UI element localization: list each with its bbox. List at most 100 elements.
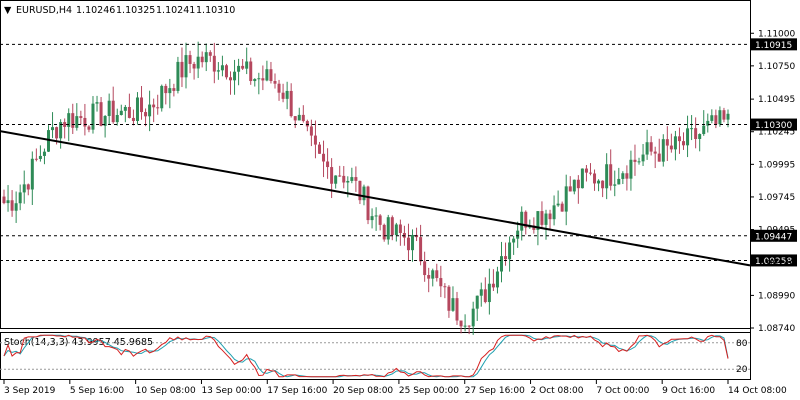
candle-body xyxy=(386,217,390,240)
y-tick-label: 1.10495 xyxy=(758,95,795,105)
header-open: 1.10246 xyxy=(76,5,115,16)
level-label: 1.09447 xyxy=(755,232,792,242)
header-close: 1.10310 xyxy=(196,5,235,16)
candle-body xyxy=(690,128,694,130)
x-tick-label: 2 Oct 08:00 xyxy=(531,386,584,396)
candle-body xyxy=(188,55,192,64)
candle-body xyxy=(176,61,180,91)
candle-body xyxy=(467,325,471,327)
candle-body xyxy=(180,61,184,78)
candle-body xyxy=(593,173,597,184)
candle-body xyxy=(358,180,362,201)
main-chart-frame xyxy=(0,0,751,329)
candle-body xyxy=(714,115,718,125)
candle-body xyxy=(200,56,204,63)
candle-body xyxy=(362,186,366,201)
candle-body xyxy=(326,161,330,168)
candle-body xyxy=(621,173,625,179)
stoch-level-label: 80 xyxy=(736,339,748,349)
candle-body xyxy=(374,215,378,217)
candle-body xyxy=(208,52,212,56)
candle-body xyxy=(382,224,386,240)
candle-body xyxy=(447,286,451,311)
candle-body xyxy=(305,121,309,127)
candle-body xyxy=(297,114,301,121)
candle-body xyxy=(584,168,588,173)
y-tick-label: 1.09745 xyxy=(758,193,795,203)
trendline-layer xyxy=(0,130,751,267)
candle-body xyxy=(269,69,273,82)
candle-body xyxy=(471,308,475,327)
candle-body xyxy=(346,180,350,183)
candle-body xyxy=(677,136,681,142)
candle-body xyxy=(148,104,152,117)
candle-body xyxy=(686,128,690,146)
candle-body xyxy=(309,126,313,136)
trendline[interactable] xyxy=(0,130,751,267)
candle-body xyxy=(46,130,50,152)
candle-body xyxy=(160,85,164,109)
y-tick-label: 1.08990 xyxy=(758,291,795,301)
candle-body xyxy=(718,110,722,125)
candle-body xyxy=(192,63,196,69)
candle-body xyxy=(605,164,609,189)
y-axis: 1.11000 1.10750 1.10495 1.10245 1.09995 1.097… xyxy=(750,29,795,334)
candle-body xyxy=(625,173,629,179)
candle-body xyxy=(249,61,253,82)
candle-body xyxy=(390,217,394,236)
candle-body xyxy=(6,200,10,204)
candle-body xyxy=(406,237,410,251)
candle-body xyxy=(702,125,706,135)
candle-body xyxy=(451,298,455,311)
candle-body xyxy=(265,69,269,81)
candle-body xyxy=(342,175,346,183)
candle-body xyxy=(229,77,233,81)
candle-body xyxy=(568,186,572,192)
candle-body xyxy=(131,117,135,121)
candle-body xyxy=(508,242,512,260)
candle-body xyxy=(463,325,467,327)
candle-body xyxy=(313,135,317,145)
header-arrow-icon[interactable]: ▼ xyxy=(4,5,12,16)
levels-layer: 1.10915 1.10300 1.09447 1.09258 xyxy=(0,38,797,267)
candle-body xyxy=(483,289,487,303)
candle-body xyxy=(354,177,358,181)
candle-body xyxy=(661,139,665,162)
candle-body xyxy=(560,203,564,212)
candle-body xyxy=(322,153,326,162)
candle-body xyxy=(629,159,633,179)
candle-body xyxy=(669,145,673,150)
candle-body xyxy=(597,180,601,184)
candle-body xyxy=(14,203,18,211)
level-label-bg xyxy=(751,38,797,51)
candle-body xyxy=(293,116,297,121)
candle-body xyxy=(572,179,576,192)
candle-body xyxy=(722,110,726,120)
stoch-main-line xyxy=(3,334,729,378)
candle-body xyxy=(257,78,261,80)
candle-body xyxy=(366,186,370,221)
candle-body xyxy=(710,115,714,121)
candle-body xyxy=(277,83,281,93)
candle-body xyxy=(172,88,176,91)
candle-body xyxy=(370,216,374,221)
candle-body xyxy=(564,186,568,212)
level-label-bg xyxy=(751,254,797,267)
candle-body xyxy=(350,177,354,181)
candle-body xyxy=(26,184,30,190)
header-low: 1.10241 xyxy=(156,5,195,16)
candle-body xyxy=(682,141,686,146)
x-tick-label: 3 Sep 2019 xyxy=(4,386,56,396)
candle-body xyxy=(524,211,528,228)
candle-body xyxy=(63,122,67,127)
stochastic-layer: Stoch(14,3,3) 43.9957 45.9685 80 20 xyxy=(0,334,750,378)
candle-body xyxy=(540,211,544,225)
candle-body xyxy=(55,127,59,139)
x-tick-label: 27 Sep 16:00 xyxy=(465,386,525,396)
x-tick-label: 17 Sep 16:00 xyxy=(267,386,327,396)
x-tick-label: 14 Oct 08:00 xyxy=(728,386,787,396)
y-tick-label: 1.09995 xyxy=(758,160,795,170)
candle-body xyxy=(423,261,427,276)
level-label-bg xyxy=(751,229,797,242)
